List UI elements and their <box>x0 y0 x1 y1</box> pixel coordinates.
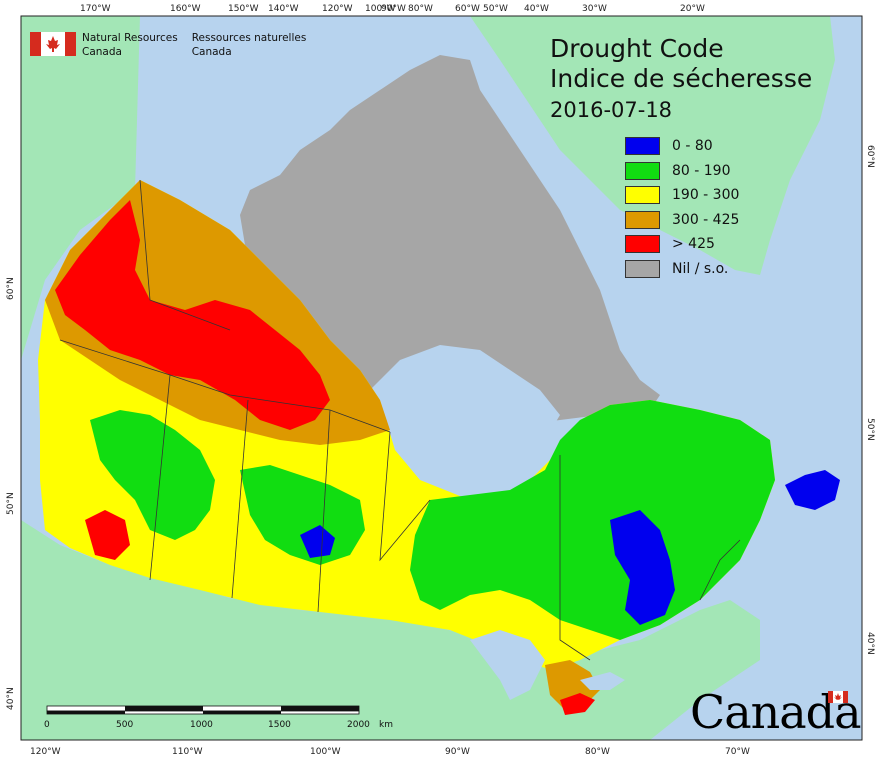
swatch-gray <box>625 259 660 278</box>
scale-label: 1500 <box>268 720 291 730</box>
right-tick: 40°N <box>865 632 875 655</box>
org-name-en-country: Canada <box>82 46 122 58</box>
swatch-yellow <box>625 186 660 205</box>
bottom-tick: 120°W <box>30 747 61 757</box>
swatch-red <box>625 235 660 254</box>
canada-wordmark: Canada <box>690 685 862 739</box>
top-tick: 140°W <box>268 4 299 14</box>
hudson-bay <box>370 345 560 485</box>
canada-flag-icon <box>30 32 76 56</box>
southern-ontario-red <box>560 693 595 715</box>
top-tick: 150°W <box>228 4 259 14</box>
legend-label: Nil / s.o. <box>672 260 729 277</box>
bottom-tick: 80°W <box>585 747 610 757</box>
top-ticks: 170°W 160°W 150°W 140°W 120°W 100°W 90°W… <box>80 4 705 14</box>
alaska-land <box>21 16 140 360</box>
northwest-red <box>55 200 330 430</box>
top-tick: 90°W <box>381 4 406 14</box>
legend-label: 80 - 190 <box>672 162 731 179</box>
org-name-fr: Ressources naturelles <box>191 32 307 44</box>
right-tick: 60°N <box>865 145 875 168</box>
org-name-fr-country: Canada <box>191 46 232 58</box>
scale-label: 500 <box>116 720 133 730</box>
wordmark-flag-icon <box>828 691 848 703</box>
lake-ontario <box>580 672 625 690</box>
top-tick: 30°W <box>582 4 607 14</box>
legend-item: 190 - 300 <box>625 183 739 208</box>
arctic-nil-region <box>240 55 660 440</box>
top-tick: 50°W <box>483 4 508 14</box>
manitoba-blue <box>300 525 335 558</box>
east-green <box>410 400 775 640</box>
map-title-english: Drought Code <box>550 34 724 63</box>
top-tick: 120°W <box>322 4 353 14</box>
top-tick: 60°W <box>455 4 480 14</box>
top-tick: 160°W <box>170 4 201 14</box>
top-tick: 100°W <box>365 4 396 14</box>
great-lakes <box>470 630 545 700</box>
newfoundland-blue <box>785 470 840 510</box>
scale-bar: 0 500 1000 1500 2000 km <box>44 705 393 730</box>
title-block: Drought Code Indice de sécheresse 2016-0… <box>550 34 812 124</box>
legend-item: Nil / s.o. <box>625 257 739 282</box>
bottom-ticks: 120°W 110°W 100°W 90°W 80°W 70°W <box>30 747 750 757</box>
legend-label: 190 - 300 <box>672 187 740 204</box>
legend-label: > 425 <box>672 236 715 253</box>
west-green <box>90 410 215 540</box>
legend-item: 0 - 80 <box>625 134 739 159</box>
bc-red <box>85 510 130 560</box>
provincial-borders <box>59 179 741 661</box>
bottom-tick: 110°W <box>172 747 203 757</box>
map-date: 2016-07-18 <box>550 98 673 122</box>
legend-item: 80 - 190 <box>625 159 739 184</box>
legend: 0 - 80 80 - 190 190 - 300 300 - 425 > 42… <box>625 134 739 281</box>
right-ticks: 60°N 50°N 40°N <box>865 145 875 655</box>
left-tick: 40°N <box>6 687 16 710</box>
scale-unit: km <box>379 720 393 730</box>
top-tick: 170°W <box>80 4 111 14</box>
nrcan-signature: Natural Resources Canada Ressources natu… <box>30 31 306 59</box>
left-tick: 60°N <box>6 277 16 300</box>
left-tick: 50°N <box>6 492 16 515</box>
scale-label: 0 <box>44 720 50 730</box>
legend-item: > 425 <box>625 232 739 257</box>
scale-label: 1000 <box>190 720 213 730</box>
top-tick: 80°W <box>408 4 433 14</box>
quebec-blue <box>610 510 675 625</box>
org-name-en: Natural Resources <box>82 32 178 44</box>
map-title-french: Indice de sécheresse <box>550 64 813 93</box>
right-tick: 50°N <box>865 418 875 441</box>
swatch-blue <box>625 137 660 156</box>
bottom-tick: 90°W <box>445 747 470 757</box>
scale-label: 2000 <box>347 720 370 730</box>
bottom-tick: 70°W <box>725 747 750 757</box>
left-ticks: 60°N 50°N 40°N <box>6 277 16 710</box>
legend-item: 300 - 425 <box>625 208 739 233</box>
swatch-orange <box>625 210 660 229</box>
legend-label: 0 - 80 <box>672 138 713 155</box>
top-tick: 20°W <box>680 4 705 14</box>
bottom-tick: 100°W <box>310 747 341 757</box>
legend-label: 300 - 425 <box>672 211 740 228</box>
top-tick: 40°W <box>524 4 549 14</box>
map-border <box>20 15 863 741</box>
swatch-green <box>625 161 660 180</box>
